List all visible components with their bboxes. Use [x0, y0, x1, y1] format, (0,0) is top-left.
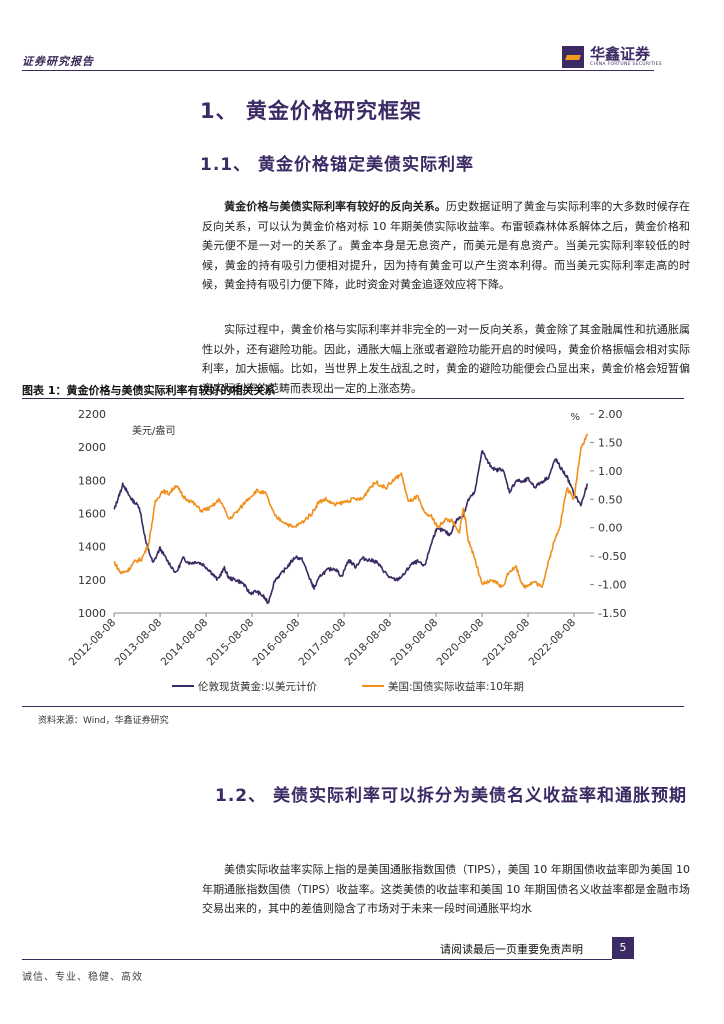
x-tick-label: 2014-08-08	[159, 617, 211, 669]
figure-divider-top	[22, 398, 684, 399]
right-tick-label: 2.00	[598, 408, 623, 421]
series-line-1	[113, 450, 589, 605]
right-tick-label: -0.50	[598, 550, 626, 563]
plot-area: 1000 1200 1400 1600 1800 2000 2200 -1.50 -1.00 -0…	[67, 408, 627, 693]
x-tick-label: 2017-08-08	[297, 617, 349, 669]
paragraph-body: 历史数据证明了黄金与实际利率的大多数时候存在反向关系，可以认为黄金价格对标 10…	[202, 200, 690, 292]
right-tick-label: 1.50	[598, 436, 623, 449]
right-tick-label: 0.50	[598, 493, 623, 506]
legend-label: 美国:国债实际收益率:10年期	[388, 680, 524, 693]
x-tick-label: 2015-08-08	[205, 617, 257, 669]
legend-label: 伦敦现货黄金:以美元计价	[198, 680, 318, 693]
subsection-heading: 1.1、 黄金价格锚定美债实际利率	[200, 155, 475, 175]
logo-subtitle: CHINA FORTUNE SECURITIES	[590, 61, 662, 67]
x-tick-label: 2019-08-08	[389, 617, 441, 669]
paragraph-1: 黄金价格与美债实际利率有较好的反向关系。历史数据证明了黄金与实际利率的大多数时候…	[202, 197, 690, 295]
left-tick-label: 1800	[78, 474, 106, 487]
right-tick-label: -1.00	[598, 579, 626, 592]
logo-name: 华鑫证券	[590, 44, 651, 63]
page-number: 5	[612, 937, 634, 959]
footer-divider	[22, 959, 612, 960]
left-tick-label: 1200	[78, 574, 106, 587]
figure-source: 资料来源：Wind，华鑫证券研究	[38, 716, 169, 726]
footer-slogan: 诚信、专业、稳健、高效	[22, 972, 143, 983]
right-tick-label: 0.00	[598, 522, 623, 535]
header-divider	[22, 70, 654, 71]
right-tick-label: -1.50	[598, 607, 626, 620]
x-tick-label: 2018-08-08	[343, 617, 395, 669]
paragraph-3: 美债实际收益率实际上指的是美国通胀指数国债（TIPS），美国 10 年期国债收益…	[202, 860, 690, 919]
series-line-2	[113, 433, 589, 589]
x-tick-label: 2021-08-08	[481, 617, 533, 669]
figure-title: 图表 1：黄金价格与美债实际利率有较好的相关关系	[22, 384, 276, 397]
x-tick-label: 2016-08-08	[251, 617, 303, 669]
left-tick-label: 1000	[78, 607, 106, 620]
left-tick-label: 2200	[78, 408, 106, 421]
figure-divider-bottom	[22, 706, 684, 707]
x-tick-label: 2020-08-08	[435, 617, 487, 669]
left-tick-label: 1600	[78, 508, 106, 521]
right-unit-label: %	[570, 412, 580, 423]
x-tick-label: 2022-08-08	[527, 617, 579, 669]
paragraph-body: 美债实际收益率实际上指的是美国通胀指数国债（TIPS），美国 10 年期国债收益…	[202, 863, 690, 916]
left-unit-label: 美元/盎司	[132, 424, 175, 437]
paragraph-lead: 黄金价格与美债实际利率有较好的反向关系。	[224, 200, 446, 213]
left-tick-label: 2000	[78, 441, 106, 454]
left-tick-label: 1400	[78, 541, 106, 554]
paragraph-body: 实际过程中，黄金价格与实际利率并非完全的一对一反向关系，黄金除了其金融属性和抗通…	[202, 323, 690, 395]
subsection-heading-2: 1.2、 美债实际利率可以拆分为美债名义收益率和通胀预期	[215, 786, 688, 806]
gold-vs-real-yield-chart: 1000 1200 1400 1600 1800 2000 2200 -1.50 -1.00 -0…	[67, 408, 627, 693]
right-tick-label: 1.00	[598, 465, 623, 478]
disclaimer-note: 请阅读最后一页重要免责声明	[440, 943, 583, 956]
section-heading: 1、 黄金价格研究框架	[200, 99, 422, 123]
brand-logo: 华鑫证券 CHINA FORTUNE SECURITIES	[562, 46, 662, 68]
x-tick-label: 2012-08-08	[67, 617, 119, 669]
logo-icon	[562, 46, 584, 68]
paragraph-2: 实际过程中，黄金价格与实际利率并非完全的一对一反向关系，黄金除了其金融属性和抗通…	[202, 320, 690, 398]
report-type-label: 证券研究报告	[22, 55, 94, 68]
x-tick-label: 2013-08-08	[113, 617, 165, 669]
